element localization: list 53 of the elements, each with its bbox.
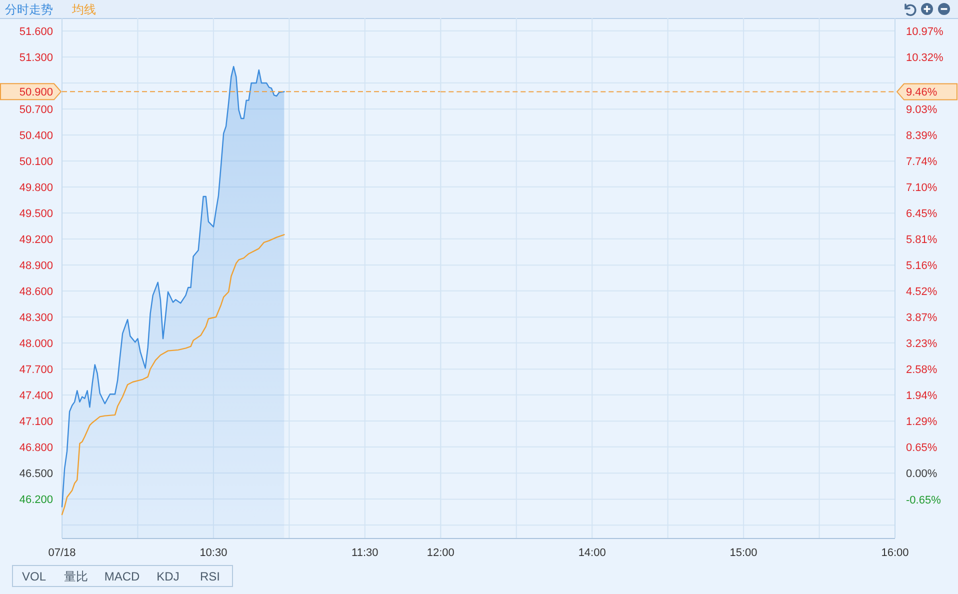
x-tick-label: 14:00 bbox=[578, 546, 606, 559]
y-tick-label: 49.200 bbox=[19, 234, 53, 246]
y-tick-label: 46.500 bbox=[19, 468, 53, 480]
y-tick-label: 47.100 bbox=[19, 416, 53, 428]
y-tick-label: 50.400 bbox=[19, 130, 53, 142]
y-tick-label: 46.200 bbox=[19, 494, 53, 506]
y2-tick-label: 9.03% bbox=[906, 104, 938, 116]
y-tick-label: 48.300 bbox=[19, 312, 53, 324]
y-tick-label: 51.300 bbox=[19, 52, 53, 64]
line-series bbox=[61, 234, 285, 516]
text: VOL bbox=[22, 569, 46, 584]
y2-tick-label: 1.94% bbox=[906, 390, 938, 402]
x-tick-label: 16:00 bbox=[881, 546, 909, 559]
x-tick-label: 07/18 bbox=[48, 546, 76, 559]
y2-tick-label: -0.65% bbox=[906, 494, 942, 506]
text: 分时走势 bbox=[5, 2, 53, 16]
y-tick-label: 48.900 bbox=[19, 260, 53, 272]
y2-tick-label: 3.87% bbox=[906, 312, 938, 324]
x-tick-label: 12:00 bbox=[426, 546, 454, 559]
x-tick-label: 10:30 bbox=[200, 546, 228, 559]
y2-tick-label: 7.74% bbox=[906, 156, 938, 168]
ref-line-label: 9.46% bbox=[906, 86, 938, 99]
text: MACD bbox=[104, 569, 140, 584]
text: RSI bbox=[200, 569, 220, 584]
x-tick-label: 11:30 bbox=[352, 546, 378, 559]
y2-tick-label: 7.10% bbox=[906, 182, 938, 194]
y-tick-label: 48.000 bbox=[19, 338, 53, 350]
ref-line-label: 50.900 bbox=[19, 86, 53, 99]
y-tick-label: 49.500 bbox=[19, 208, 53, 220]
y-tick-label: 47.400 bbox=[19, 390, 53, 402]
text: KDJ bbox=[156, 569, 180, 584]
y2-tick-label: 10.32% bbox=[906, 52, 944, 64]
y-tick-label: 49.800 bbox=[19, 182, 53, 194]
y2-tick-label: 2.58% bbox=[906, 364, 938, 376]
y2-tick-label: 4.52% bbox=[906, 286, 938, 298]
y-tick-label: 50.700 bbox=[19, 104, 53, 116]
y2-tick-label: 1.29% bbox=[906, 416, 938, 428]
y2-tick-label: 3.23% bbox=[906, 338, 938, 350]
y2-tick-label: 6.45% bbox=[906, 208, 938, 220]
y-tick-label: 47.700 bbox=[19, 364, 53, 376]
text: 均线 bbox=[71, 2, 96, 16]
y2-tick-label: 8.39% bbox=[906, 130, 938, 142]
y-tick-label: 46.800 bbox=[19, 442, 53, 454]
y2-tick-label: 0.00% bbox=[906, 468, 938, 480]
y2-tick-label: 5.81% bbox=[906, 234, 938, 246]
y-tick-label: 50.100 bbox=[19, 156, 53, 168]
y-tick-label: 51.600 bbox=[19, 26, 53, 38]
y2-tick-label: 10.97% bbox=[906, 26, 944, 38]
y2-tick-label: 0.65% bbox=[906, 442, 938, 454]
y-tick-label: 48.600 bbox=[19, 286, 53, 298]
x-tick-label: 15:00 bbox=[730, 546, 758, 559]
y2-tick-label: 5.16% bbox=[906, 260, 938, 272]
text: 量比 bbox=[64, 569, 88, 584]
